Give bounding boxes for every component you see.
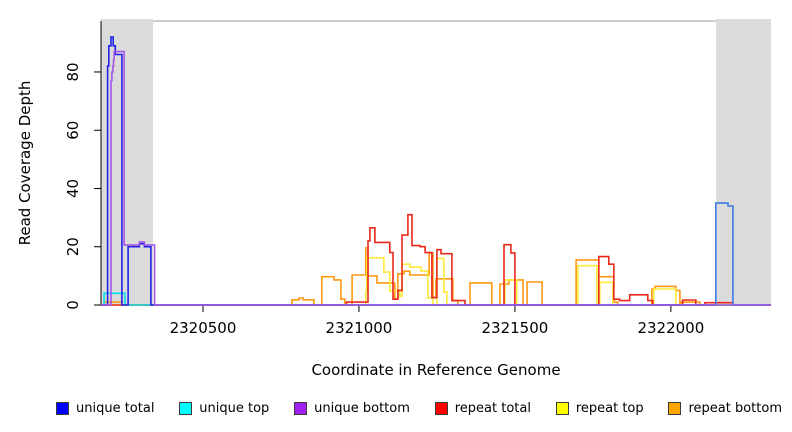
x-tick-label: 2321000	[326, 319, 393, 337]
legend-label-repeat-total: repeat total	[454, 400, 531, 416]
legend-swatch-repeat-top	[555, 401, 569, 415]
legend-item-unique-total: unique total	[56, 401, 154, 416]
legend-label-unique-total: unique total	[76, 400, 155, 416]
y-tick-label: 80	[64, 62, 82, 81]
y-tick-label: 0	[64, 300, 82, 310]
legend-label-repeat-top: repeat top	[575, 400, 644, 416]
y-tick-label: 40	[64, 179, 82, 198]
legend-swatch-unique-bottom	[294, 401, 308, 415]
legend-item-repeat-total: repeat total	[434, 400, 531, 416]
legend-label-repeat-bottom: repeat bottom	[688, 400, 782, 416]
shaded-region-right	[716, 19, 771, 305]
series-line-unique-total	[714, 202, 771, 306]
legend-item-repeat-top: repeat top	[555, 400, 644, 416]
legend-item-repeat-bottom: repeat bottom	[668, 401, 782, 416]
x-tick-label: 2321500	[482, 319, 549, 337]
legend: unique total unique top unique bottom repea…	[56, 398, 782, 418]
legend-item-unique-top: unique top	[179, 401, 269, 416]
legend-swatch-unique-total	[56, 401, 69, 415]
legend-label-unique-bottom: unique bottom	[314, 400, 410, 416]
y-tick-label: 60	[64, 121, 82, 140]
x-axis-label: Coordinate in Reference Genome	[311, 361, 561, 379]
x-tick-label: 2320500	[170, 319, 237, 337]
series-line-unique-bottom	[101, 50, 771, 306]
legend-swatch-repeat-total	[434, 401, 448, 415]
series-line-repeat-bottom	[101, 247, 771, 306]
y-tick-label: 20	[64, 237, 82, 256]
series-line-repeat-total	[101, 213, 771, 306]
legend-label-unique-top: unique top	[199, 400, 270, 416]
legend-item-unique-bottom: unique bottom	[294, 401, 410, 416]
y-axis-label: Read Coverage Depth	[16, 80, 34, 246]
legend-swatch-repeat-bottom	[668, 401, 682, 415]
x-tick-label: 2322000	[637, 319, 704, 337]
legend-swatch-unique-top	[179, 401, 193, 415]
shaded-region-left	[101, 19, 154, 305]
